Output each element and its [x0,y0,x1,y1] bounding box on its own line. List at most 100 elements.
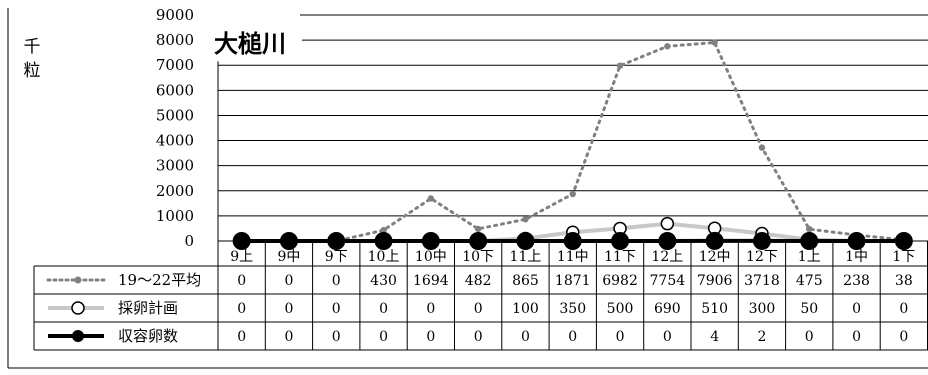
y-tick-label: 5000 [156,106,194,124]
data-label: 0 [284,329,293,345]
series-stock-point [564,232,582,250]
data-label: 4 [710,329,719,345]
series-average-point [428,195,434,201]
series-stock-point [327,232,345,250]
data-label: 1871 [555,273,591,289]
data-label: 7754 [650,273,686,289]
data-label: 38 [895,273,913,289]
y-axis-label-char: 千 [24,37,41,57]
data-label: 3718 [744,273,780,289]
data-label: 0 [237,273,246,289]
x-tick-label: 10中 [415,249,447,265]
y-tick-label: 2000 [156,182,194,200]
x-tick-label: 9中 [277,249,300,265]
data-label: 0 [899,329,908,345]
data-label: 2 [757,329,766,345]
data-label: 350 [559,301,586,317]
series-average-point [475,226,481,232]
series-stock-point [422,232,440,250]
x-tick-label: 1上 [798,249,821,265]
data-label: 7906 [697,273,733,289]
series-name: 採卵計画 [118,299,178,317]
data-label: 0 [284,273,293,289]
x-tick-label: 11下 [604,249,636,265]
x-tick-label: 12上 [651,249,683,265]
data-label: 300 [749,301,776,317]
y-tick-label: 7000 [156,56,194,74]
series-stock-point [469,232,487,250]
data-label: 430 [370,273,397,289]
series-plan-point [661,218,673,230]
data-label: 0 [616,329,625,345]
data-label: 0 [284,301,293,317]
y-tick-label: 3000 [156,157,194,175]
series-average-point [664,43,670,49]
x-tick-label: 11中 [557,249,589,265]
chart-title: 大槌川 [214,30,286,58]
x-tick-label: 11上 [510,249,542,265]
data-label: 0 [426,329,435,345]
x-tick-label: 10下 [462,249,494,265]
x-tick-label: 12中 [699,249,731,265]
series-average-point [570,191,576,197]
series-average-point [806,226,812,232]
data-label: 0 [568,329,577,345]
data-label: 0 [805,329,814,345]
data-label: 0 [332,273,341,289]
series-stock-point [800,232,818,250]
y-tick-label: 6000 [156,81,194,99]
data-label: 0 [379,301,388,317]
data-label: 0 [332,329,341,345]
x-tick-label: 9下 [325,249,348,265]
y-tick-label: 4000 [156,132,194,150]
series-average-point [617,62,623,68]
data-label: 690 [654,301,681,317]
x-tick-label: 12下 [746,249,778,265]
data-label: 6982 [602,273,638,289]
data-label: 0 [899,301,908,317]
y-tick-label: 9000 [156,6,194,24]
data-label: 0 [379,329,388,345]
x-tick-label: 9上 [230,249,253,265]
series-stock-point [280,232,298,250]
series-stock-point [753,232,771,250]
data-label: 50 [800,301,818,317]
series-average-point [522,216,528,222]
legend-marker-plan [72,302,84,314]
data-label: 100 [512,301,539,317]
series-name: 19～22平均 [118,271,201,289]
x-tick-label: 1下 [892,249,915,265]
data-label: 0 [852,301,861,317]
y-axis-label-char: 粒 [24,61,41,81]
series-average-point [711,39,717,45]
data-label: 0 [474,329,483,345]
legend-marker-stock [72,330,84,342]
series-stock-point [706,232,724,250]
series-stock-point [516,232,534,250]
y-tick-label: 1000 [156,207,194,225]
data-label: 0 [474,301,483,317]
data-label: 475 [796,273,823,289]
data-label: 0 [332,301,341,317]
data-label: 238 [843,273,870,289]
series-stock-point [658,232,676,250]
data-label: 865 [512,273,539,289]
data-label: 0 [521,329,530,345]
series-stock-point [895,232,913,250]
series-average-line [242,43,904,242]
data-label: 1694 [413,273,449,289]
data-label: 500 [607,301,634,317]
data-label: 482 [465,273,492,289]
data-label: 510 [701,301,728,317]
legend-marker-average [75,277,82,284]
series-average-point [759,144,765,150]
series-stock-point [375,232,393,250]
y-tick-label: 0 [184,232,194,250]
series-stock-point [611,232,629,250]
data-label: 0 [663,329,672,345]
data-label: 0 [852,329,861,345]
data-label: 0 [237,329,246,345]
y-tick-label: 8000 [156,31,194,49]
